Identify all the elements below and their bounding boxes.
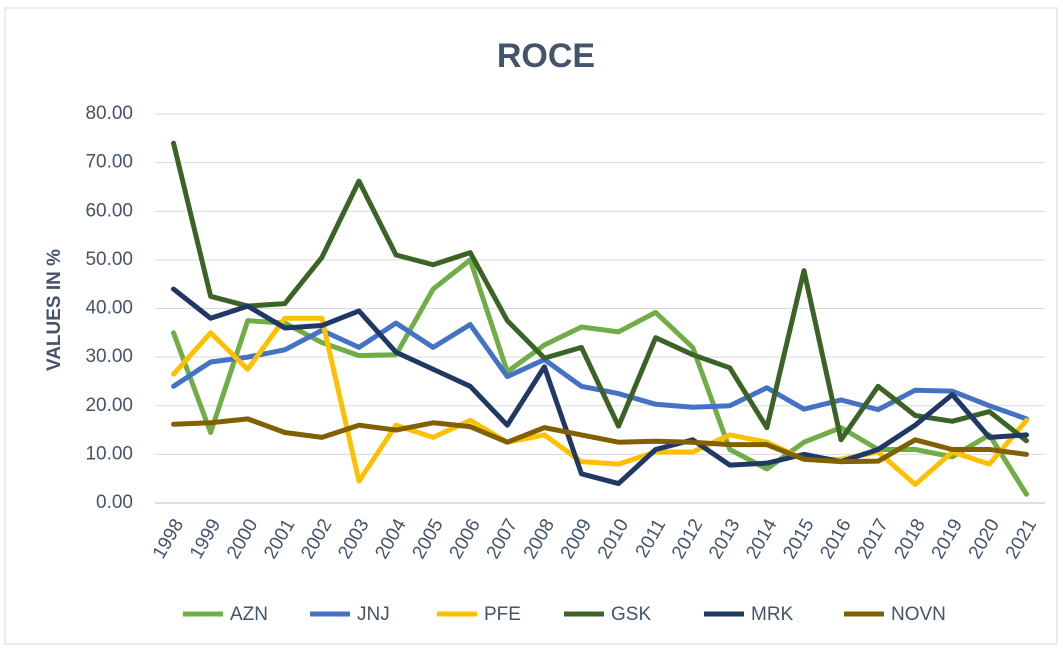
legend-label: GSK bbox=[611, 604, 651, 625]
chart-title: ROCE bbox=[497, 37, 595, 75]
legend-label: NOVN bbox=[891, 604, 946, 625]
legend-label: PFE bbox=[484, 604, 521, 625]
y-axis-label: VALUES IN % bbox=[44, 249, 65, 371]
series-line bbox=[171, 140, 1029, 444]
legend-label: JNJ bbox=[357, 604, 390, 625]
y-tick-label: 0.00 bbox=[96, 492, 133, 513]
y-tick-label: 60.00 bbox=[85, 200, 133, 221]
y-tick-label: 70.00 bbox=[85, 152, 133, 173]
series-line bbox=[171, 257, 1029, 497]
y-tick-label: 10.00 bbox=[85, 443, 133, 464]
legend-label: MRK bbox=[751, 604, 794, 625]
y-tick-label: 80.00 bbox=[85, 103, 133, 124]
y-tick-label: 50.00 bbox=[85, 249, 133, 270]
series-line bbox=[171, 416, 1029, 465]
legend-label: AZN bbox=[230, 604, 268, 625]
y-tick-label: 20.00 bbox=[85, 395, 133, 416]
y-tick-label: 40.00 bbox=[85, 298, 133, 319]
series-line bbox=[171, 286, 1029, 487]
y-tick-label: 30.00 bbox=[85, 346, 133, 367]
